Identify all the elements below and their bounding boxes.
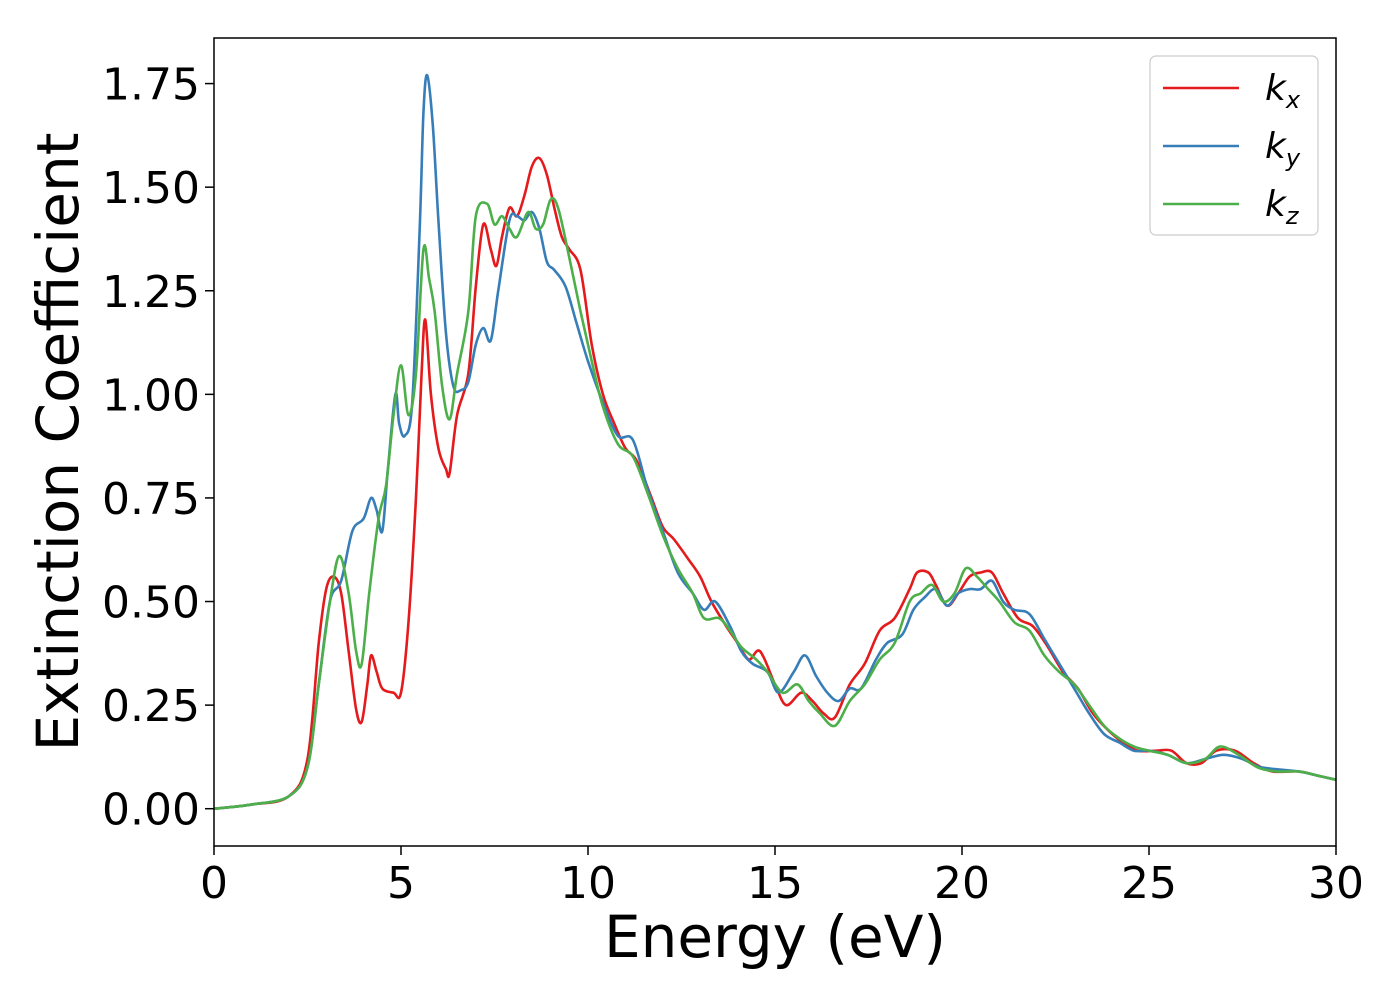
y-tick-label: 1.50 [102,163,200,214]
y-tick-label: 1.00 [102,370,200,421]
legend: kx ky kz [1149,55,1319,236]
y-tick-label: 0.75 [102,474,200,525]
plot-background [214,38,1336,846]
x-tick-label: 5 [387,858,415,909]
x-tick-label: 25 [1121,858,1177,909]
x-tick-label: 10 [560,858,616,909]
plot-lines [214,73,1336,811]
legend-label-kx: kx [1265,68,1301,114]
y-tick-label: 0.25 [102,681,200,732]
y-tick-label: 0.50 [102,578,200,629]
legend-label-ky: ky [1265,126,1301,172]
x-tick-label: 30 [1308,858,1364,909]
x-tick-label: 20 [934,858,990,909]
y-axis-title: Extinction Coefficient [24,133,92,752]
x-axis: 0 5 10 15 20 25 30 [200,846,1364,909]
x-tick-label: 15 [747,858,803,909]
x-axis-title: Energy (eV) [604,903,946,971]
legend-label-kz: kz [1265,184,1300,230]
y-tick-label: 0.00 [102,785,200,836]
series-line-kz [214,197,1336,811]
y-tick-label: 1.75 [102,60,200,111]
y-axis: 0.00 0.25 0.50 0.75 1.00 1.25 1.50 1.75 [102,60,214,836]
x-tick-label: 0 [200,858,228,909]
y-tick-label: 1.25 [102,267,200,318]
